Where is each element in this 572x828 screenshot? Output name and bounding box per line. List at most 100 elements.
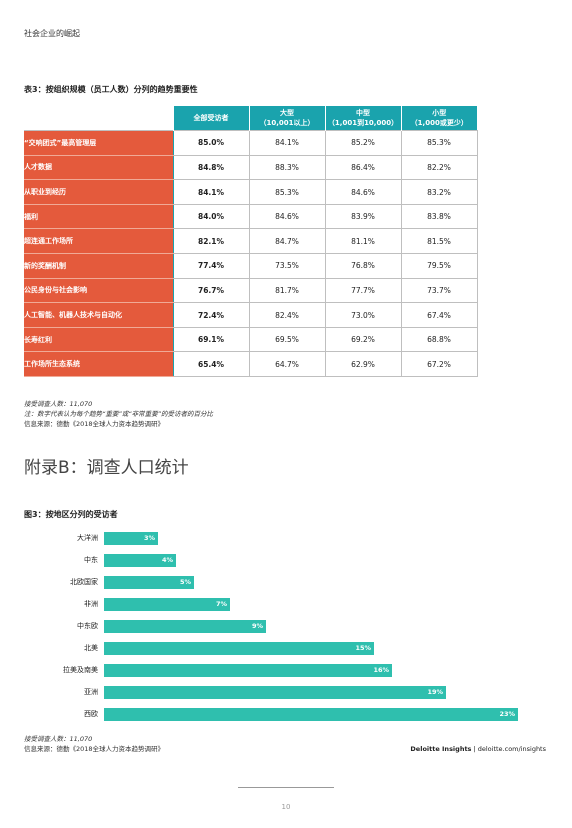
table-cell: 81.1%	[324, 228, 401, 255]
row-label: 超连通工作场所	[24, 228, 173, 255]
table-cell: 67.2%	[400, 351, 478, 378]
table-cell: 85.3%	[400, 130, 478, 156]
bar: 19%	[104, 686, 446, 699]
bar-row: 拉美及南美 16%	[0, 663, 572, 677]
bar-value-label: 9%	[251, 622, 263, 630]
row-label: “交响团式”最高管理层	[24, 130, 173, 156]
table-cell: 73.5%	[248, 253, 325, 279]
table-cell: 84.0%	[172, 204, 249, 230]
category-label: 拉美及南美	[63, 666, 98, 674]
brand-url[interactable]: deloitte.com/insights	[477, 745, 546, 753]
row-label: 工作场所生态系统	[24, 351, 173, 378]
row-label: 公民身份与社会影响	[24, 278, 173, 304]
table-source: 信息来源：德勤《2018全球人力资本趋势调研》	[24, 420, 165, 428]
column-header: 大型 （10,001以上）	[248, 106, 325, 131]
category-label: 中东	[84, 556, 98, 564]
bar-row: 北欧国家 5%	[0, 575, 572, 589]
table-cell: 82.1%	[172, 228, 249, 255]
bar-value-label: 3%	[143, 534, 155, 542]
figure-source: 信息来源：德勤《2018全球人力资本趋势调研》	[24, 745, 165, 753]
bar-row: 北美 15%	[0, 641, 572, 655]
bar-value-label: 16%	[373, 666, 389, 674]
appendix-title: 附录B：调查人口统计	[24, 458, 189, 478]
table-cell: 88.3%	[248, 155, 325, 181]
category-label: 非洲	[84, 600, 98, 608]
bar: 23%	[104, 708, 518, 721]
running-head: 社会企业的崛起	[24, 29, 80, 38]
brand-name: Deloitte Insights	[410, 745, 472, 753]
bar: 7%	[104, 598, 230, 611]
bar-value-label: 19%	[427, 688, 443, 696]
row-label: 人工智能、机器人技术与自动化	[24, 302, 173, 328]
table-cell: 86.4%	[324, 155, 401, 181]
bar: 4%	[104, 554, 176, 567]
page-number: 10	[281, 803, 291, 811]
row-label: 从职业到经历	[24, 179, 173, 205]
table-cell: 73.7%	[400, 278, 478, 304]
table-cell: 85.2%	[324, 130, 401, 156]
bar-row: 大洋洲 3%	[0, 531, 572, 545]
table-cell: 76.7%	[172, 278, 249, 304]
bar: 3%	[104, 532, 158, 545]
table-row: “交响团式”最高管理层 85.0% 84.1% 85.2% 85.3%	[24, 130, 478, 156]
table-cell: 84.8%	[172, 155, 249, 181]
bar-value-label: 15%	[355, 644, 371, 652]
category-label: 西欧	[84, 710, 98, 718]
table-title: 表3：按组织规模（员工人数）分列的趋势重要性	[24, 85, 198, 94]
table-cell: 83.9%	[324, 204, 401, 230]
table-cell: 77.7%	[324, 278, 401, 304]
footer-divider	[238, 787, 334, 788]
table-row: 人才数据 84.8% 88.3% 86.4% 82.2%	[24, 155, 478, 181]
category-label: 北欧国家	[70, 578, 98, 586]
table-row: 人工智能、机器人技术与自动化 72.4% 82.4% 73.0% 67.4%	[24, 302, 478, 328]
table-row: 公民身份与社会影响 76.7% 81.7% 77.7% 73.7%	[24, 278, 478, 304]
brand-footer: Deloitte Insights | deloitte.com/insight…	[410, 745, 546, 753]
row-label: 人才数据	[24, 155, 173, 181]
bar-row: 西欧 23%	[0, 707, 572, 721]
table-cell: 67.4%	[400, 302, 478, 328]
region-bar-chart: 大洋洲 3% 中东 4% 北欧国家 5% 非洲 7% 中东欧 9% 北美 15% 拉美及南美 16% 亚洲 1…	[0, 528, 572, 728]
table-cell: 84.6%	[248, 204, 325, 230]
table-row: 超连通工作场所 82.1% 84.7% 81.1% 81.5%	[24, 228, 478, 255]
bar: 9%	[104, 620, 266, 633]
row-label: 福利	[24, 204, 173, 230]
table-cell: 79.5%	[400, 253, 478, 279]
table-cell: 76.8%	[324, 253, 401, 279]
table-cell: 84.1%	[248, 130, 325, 156]
table-cell: 62.9%	[324, 351, 401, 378]
bar-value-label: 23%	[499, 710, 515, 718]
table-cell: 85.3%	[248, 179, 325, 205]
table-cell: 69.5%	[248, 327, 325, 353]
bar-row: 亚洲 19%	[0, 685, 572, 699]
figure-notes: 接受调查人数：11,070 信息来源：德勤《2018全球人力资本趋势调研》	[24, 734, 164, 754]
table-cell: 73.0%	[324, 302, 401, 328]
table-row: 长寿红利 69.1% 69.5% 69.2% 68.8%	[24, 327, 478, 353]
table-cell: 77.4%	[172, 253, 249, 279]
table-cell: 83.2%	[400, 179, 478, 205]
column-header: 小型 （1,000或更少）	[400, 106, 477, 131]
table-cell: 82.2%	[400, 155, 478, 181]
figure-title: 图3：按地区分列的受访者	[24, 510, 118, 519]
row-label: 新的奖酬机制	[24, 253, 173, 279]
table-cell: 81.7%	[248, 278, 325, 304]
respondent-count: 接受调查人数：11,070	[24, 400, 93, 408]
table-cell: 69.2%	[324, 327, 401, 353]
table-notes: 接受调查人数：11,070 注：数字代表认为每个趋势“重要”或“非常重要”的受访…	[24, 399, 213, 429]
brand-separator: |	[471, 745, 478, 753]
bar-row: 非洲 7%	[0, 597, 572, 611]
table-cell: 84.6%	[324, 179, 401, 205]
bar-value-label: 4%	[161, 556, 173, 564]
bar-value-label: 5%	[179, 578, 191, 586]
table-row: 福利 84.0% 84.6% 83.9% 83.8%	[24, 204, 478, 230]
column-header: 全部受访者	[172, 106, 249, 131]
table-cell: 64.7%	[248, 351, 325, 378]
category-label: 中东欧	[77, 622, 98, 630]
table-cell: 84.7%	[248, 228, 325, 255]
trend-importance-table: 全部受访者 大型 （10,001以上） 中型 （1,001到10,000） 小型…	[24, 106, 478, 378]
table-cell: 84.1%	[172, 179, 249, 205]
table-cell: 82.4%	[248, 302, 325, 328]
table-cell: 69.1%	[172, 327, 249, 353]
table-row: 工作场所生态系统 65.4% 64.7% 62.9% 67.2%	[24, 351, 478, 378]
table-header-row: 全部受访者 大型 （10,001以上） 中型 （1,001到10,000） 小型…	[24, 106, 477, 131]
table-cell: 72.4%	[172, 302, 249, 328]
